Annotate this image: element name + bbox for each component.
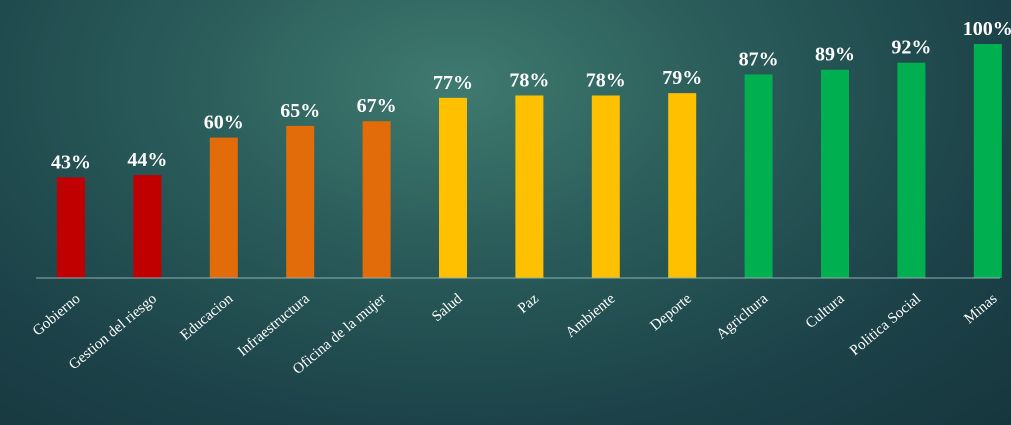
bar-educacion xyxy=(209,137,238,278)
bar-ambiente xyxy=(591,95,620,278)
category-label-ambiente: Ambiente xyxy=(563,291,619,341)
category-label-cultura: Cultura xyxy=(803,291,848,332)
bar-agricltura xyxy=(744,74,773,278)
category-label-deporte: Deporte xyxy=(647,291,695,335)
bar-politica-social xyxy=(897,62,926,278)
data-label-deporte: 79% xyxy=(662,67,702,89)
bar-infraestructura xyxy=(286,125,315,279)
category-label-politica-social: Politica Social xyxy=(847,291,924,359)
category-label-salud: Salud xyxy=(429,290,466,325)
data-label-paz: 78% xyxy=(509,69,549,91)
bar-paz xyxy=(515,95,544,278)
category-label-infraestructura: Infraestructura xyxy=(235,291,313,360)
category-label-paz: Paz xyxy=(515,291,542,317)
data-labels-group: 43% 44% 60% 65% 67% 77% 78% 78% 79% 87% 89% 92% 100% xyxy=(51,18,1011,173)
data-label-ambiente: 78% xyxy=(586,69,626,91)
bar-minas xyxy=(973,44,1002,278)
bar-deporte xyxy=(668,93,697,278)
data-label-gobierno: 43% xyxy=(51,151,91,173)
bars-group xyxy=(57,44,1002,279)
category-label-educacion: Educacion xyxy=(178,290,237,343)
category-label-gobierno: Gobierno xyxy=(30,291,84,340)
data-label-oficina-de-la-mujer: 67% xyxy=(357,95,397,117)
data-label-minas: 100% xyxy=(963,18,1011,40)
bar-gobierno xyxy=(57,177,85,278)
bar-cultura xyxy=(821,69,849,279)
data-label-infraestructura: 65% xyxy=(280,100,320,122)
data-label-salud: 77% xyxy=(433,72,473,94)
category-label-minas: Minas xyxy=(961,291,1000,327)
category-label-agricltura: Agricltura xyxy=(714,291,772,343)
bar-gestion-del-riesgo xyxy=(133,175,162,278)
bar-salud xyxy=(439,97,467,278)
data-label-gestion-del-riesgo: 44% xyxy=(127,149,167,171)
data-label-educacion: 60% xyxy=(204,112,244,134)
data-label-cultura: 89% xyxy=(815,44,855,66)
data-label-agricltura: 87% xyxy=(739,48,779,70)
bar-oficina-de-la-mujer xyxy=(362,121,391,278)
data-label-politica-social: 92% xyxy=(891,37,931,59)
